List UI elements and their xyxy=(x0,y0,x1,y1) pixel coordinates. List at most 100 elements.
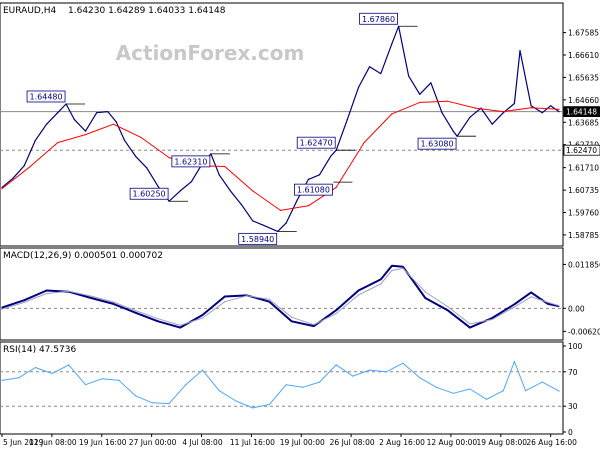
price-price-point xyxy=(346,119,348,121)
price-ytick-label: 1.65635 xyxy=(568,73,599,82)
price-price-point xyxy=(469,116,471,118)
price-price-point xyxy=(229,190,231,192)
macd-signal-point xyxy=(1,308,3,310)
rsi-ytick-label: 100 xyxy=(568,342,583,351)
rsi-header: RSI(14) 47.5736 xyxy=(3,345,76,355)
price-price-point xyxy=(179,190,181,192)
x-tick-label: 19 Aug 08:00 xyxy=(476,438,527,447)
rsi-rsi-point xyxy=(335,364,337,366)
price-price-point xyxy=(84,130,87,132)
rsi-rsi-point xyxy=(558,390,560,392)
price-ma-point xyxy=(57,142,59,144)
macd-signal-point xyxy=(68,290,70,292)
price-price-point xyxy=(296,199,298,201)
macd-signal-point xyxy=(23,301,25,303)
price-price-point xyxy=(369,66,371,68)
price-ma-point xyxy=(252,190,254,192)
macd-signal-point xyxy=(291,316,293,318)
macd-signal-point xyxy=(491,318,493,321)
price-ma-point xyxy=(224,165,226,168)
price-ma-point xyxy=(29,166,31,168)
macd-signal-point xyxy=(135,310,137,312)
price-price-point xyxy=(218,174,220,176)
rsi-rsi-point xyxy=(318,381,321,383)
macd-signal-point xyxy=(157,318,159,320)
price-price-point xyxy=(285,222,287,224)
macd-signal-point xyxy=(380,283,382,285)
macd-macd-point xyxy=(201,314,204,316)
x-tick-label: 5 Jun 2019 xyxy=(3,438,44,447)
price-hline-tag xyxy=(563,106,600,118)
price-price-point xyxy=(318,174,321,176)
price-ma-point xyxy=(112,123,114,125)
price-annotation-label: 1.58940 xyxy=(241,235,274,244)
macd-macd-point xyxy=(291,320,293,322)
price-annotation-box xyxy=(238,232,278,245)
price-ma-point xyxy=(335,186,337,188)
macd-signal-point xyxy=(447,305,449,308)
rsi-rsi-point xyxy=(252,407,254,409)
price-ytick-label: 1.66610 xyxy=(568,51,599,60)
rsi-ytick-label: 30 xyxy=(568,402,578,411)
price-price-point xyxy=(558,111,560,113)
rsi-rsi-point xyxy=(84,384,87,386)
price-annotation-label: 1.64480 xyxy=(30,92,63,101)
watermark: ActionForex.com xyxy=(116,41,305,65)
macd-signal-point xyxy=(547,301,549,303)
macd-macd-point xyxy=(469,327,471,329)
price-price-point xyxy=(73,119,75,121)
macd-header: MACD(12,26,9) 0.000501 0.000702 xyxy=(3,251,163,261)
price-annotation-box xyxy=(294,183,333,196)
price-ma-point xyxy=(474,107,476,109)
price-annotation-label: 1.60250 xyxy=(133,190,166,199)
macd-panel-frame xyxy=(0,247,564,341)
price-price-point xyxy=(46,123,48,125)
price-price-point xyxy=(107,111,109,113)
price-ytick-label: 1.63685 xyxy=(568,118,599,127)
macd-macd-point xyxy=(135,312,137,314)
macd-signal-point xyxy=(402,267,404,269)
rsi-rsi-point xyxy=(135,395,137,397)
macd-macd-point xyxy=(391,265,393,267)
price-ytick-label: 1.58785 xyxy=(568,231,599,240)
price-annotation-label: 1.62310 xyxy=(174,157,207,166)
price-ytick-label: 1.64660 xyxy=(568,96,599,105)
price-price-point xyxy=(307,178,309,180)
price-price-point xyxy=(23,165,25,167)
macd-macd-point xyxy=(1,307,3,309)
rsi-rsi-point xyxy=(51,372,53,375)
rsi-rsi-point xyxy=(118,379,120,381)
rsi-rsi-point xyxy=(435,386,438,388)
rsi-rsi-point xyxy=(201,369,204,371)
macd-macd-point xyxy=(179,327,181,329)
macd-ytick-label: -0.006206 xyxy=(568,327,600,336)
price-price-point xyxy=(57,112,59,114)
price-layer: 1.675851.666101.656351.646601.636851.627… xyxy=(0,12,600,245)
rsi-rsi-point xyxy=(285,384,287,386)
rsi-rsi-point xyxy=(513,360,516,363)
price-price-point xyxy=(452,130,454,132)
price-annotation-label: 1.63080 xyxy=(421,140,454,149)
macd-signal-point xyxy=(530,296,532,298)
price-price-point xyxy=(430,82,432,84)
price-price-point xyxy=(252,220,254,222)
price-ma-point xyxy=(530,107,532,109)
x-tick-label: 11 Jul 16:00 xyxy=(230,438,275,447)
price-annotation-label: 1.61080 xyxy=(297,186,330,195)
x-tick-label: 26 Aug 16:00 xyxy=(526,438,577,447)
macd-macd-point xyxy=(547,303,549,305)
x-tick-label: 12 Aug 00:00 xyxy=(427,438,478,447)
x-tick-label: 12 Jun 08:00 xyxy=(29,438,77,447)
rsi-rsi-point xyxy=(469,388,471,390)
macd-macd-point xyxy=(380,278,382,280)
macd-layer: 0.011856 0.00 -0.006206 xyxy=(0,260,600,336)
macd-signal-line xyxy=(1,267,560,326)
macd-macd-point xyxy=(513,303,516,305)
macd-macd-point xyxy=(402,266,404,268)
price-annotation-box xyxy=(359,12,398,25)
price-annotation-box xyxy=(26,90,66,103)
rsi-panel-frame xyxy=(0,341,564,435)
price-ma-point xyxy=(502,111,504,113)
